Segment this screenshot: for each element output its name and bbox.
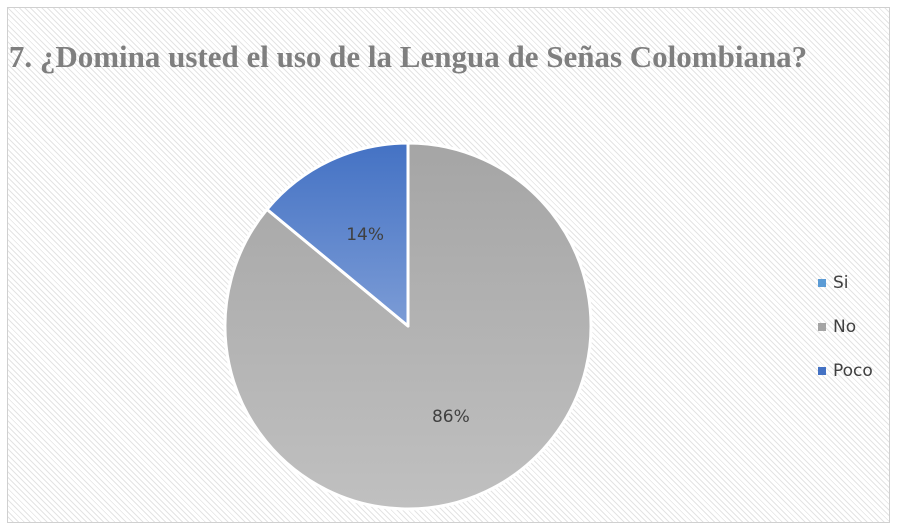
legend-item-no: No (818, 315, 873, 338)
pie-chart: 86% 14% (223, 141, 593, 511)
legend-label-si: Si (833, 272, 849, 293)
chart-title: 7. ¿Domina usted el uso de la Lengua de … (8, 39, 808, 74)
legend-item-poco: Poco (818, 359, 873, 382)
legend-swatch-poco (818, 366, 826, 375)
legend-swatch-si (818, 278, 826, 287)
legend: Si No Poco (818, 271, 873, 403)
legend-label-no: No (833, 316, 857, 337)
legend-label-poco: Poco (833, 360, 873, 381)
pie-slice-poco (265, 141, 410, 328)
legend-item-si: Si (818, 271, 873, 294)
legend-swatch-no (818, 322, 826, 331)
chart-area: 7. ¿Domina usted el uso de la Lengua de … (7, 7, 890, 523)
data-label-no: 86% (432, 407, 470, 427)
data-label-poco: 14% (346, 225, 384, 245)
